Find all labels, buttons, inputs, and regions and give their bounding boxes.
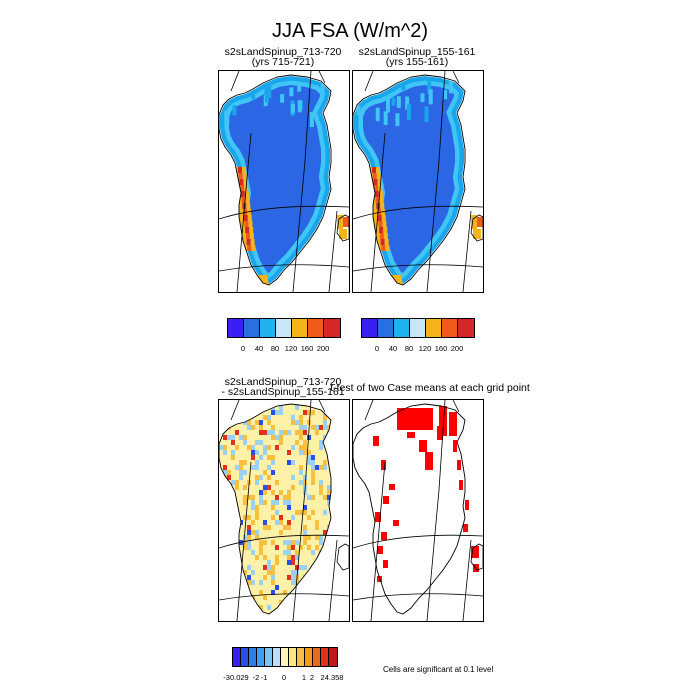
greenland-coastline	[219, 74, 332, 286]
colorbar-swatch	[292, 319, 308, 337]
panel-1-years: (yrs 715-721)	[251, 56, 315, 68]
colorbar-tick-label: 1	[301, 673, 307, 682]
colorbar-swatch	[241, 648, 249, 666]
map-panel-case1	[218, 70, 350, 293]
colorbar-tick-label: 80	[270, 344, 280, 353]
graticule	[353, 400, 483, 621]
colorbar-tick-label: 0	[240, 344, 246, 353]
panel-2-years: (yrs 155-161)	[385, 56, 449, 68]
colorbar-swatch	[362, 319, 378, 337]
colorbar-swatch	[233, 648, 241, 666]
panel-4-test: t-test of two Case means at each grid po…	[330, 382, 530, 394]
colorbar-swatch	[378, 319, 394, 337]
greenland-coastline	[219, 403, 332, 615]
figure-title: JJA FSA (W/m^2)	[271, 20, 429, 42]
colorbar-tick-label: -1	[260, 673, 268, 682]
colorbar-tick-label: 0	[374, 344, 380, 353]
colorbar-tick-label: 24.358	[320, 673, 344, 682]
map-canvas	[353, 71, 483, 292]
panel-2-case: s2sLandSpinup_155-161	[358, 46, 476, 58]
colorbar-tick-label: 200	[316, 344, 330, 353]
greenland-coastline	[353, 74, 466, 286]
colorbar-swatch	[442, 319, 458, 337]
colorbar-swatch	[313, 648, 321, 666]
iceland-coastline	[470, 543, 483, 571]
colorbar-tick-label: 120	[284, 344, 298, 353]
panel-3-minus: - s2sLandSpinup_155-161	[221, 386, 345, 398]
map-panel-ttest	[352, 399, 484, 622]
map-canvas	[353, 400, 483, 621]
colorbar-swatch	[257, 648, 265, 666]
graticule	[219, 400, 349, 621]
colorbar-swatch	[321, 648, 329, 666]
colorbar-swatch	[244, 319, 260, 337]
colorbar-swatch	[297, 648, 305, 666]
colorbar-tick-label: 160	[300, 344, 314, 353]
colorbar-tick-label: -2	[252, 673, 260, 682]
colorbar-swatch	[289, 648, 297, 666]
colorbar-difference-labels: -30.029 -2 -1 0 1 2 24.358	[223, 673, 343, 683]
panel-title-2: s2sLandSpinup_155-161 (yrs 155-161)	[352, 46, 482, 68]
significance-note: Cells are significant at 0.1 level	[383, 665, 494, 674]
colorbar-tick-label: -30.029	[223, 673, 249, 682]
colorbar-case1	[227, 318, 341, 338]
panel-1-case: s2sLandSpinup_713-720	[224, 46, 342, 58]
colorbar-tick-label: 200	[450, 344, 464, 353]
colorbar-case2	[361, 318, 475, 338]
colorbar-tick-label: 160	[434, 344, 448, 353]
colorbar-swatch	[276, 319, 292, 337]
map-canvas	[219, 71, 349, 292]
colorbar-swatch	[324, 319, 340, 337]
graticule	[219, 71, 349, 292]
map-panel-case2	[352, 70, 484, 293]
colorbar-tick-label: 40	[388, 344, 398, 353]
colorbar-swatch	[305, 648, 313, 666]
colorbar-swatch	[228, 319, 244, 337]
colorbar-swatch	[260, 319, 276, 337]
colorbar-tick-label: 80	[404, 344, 414, 353]
panel-title-3: s2sLandSpinup_713-720 - s2sLandSpinup_15…	[218, 376, 348, 398]
iceland-coastline	[336, 543, 349, 571]
colorbar-tick-label: 40	[254, 344, 264, 353]
colorbar-difference	[232, 647, 338, 667]
colorbar-case1-labels: 0 40 80 120 160 200	[227, 344, 339, 354]
colorbar-tick-label: 120	[418, 344, 432, 353]
colorbar-swatch	[426, 319, 442, 337]
panel-3-case: s2sLandSpinup_713-720	[224, 376, 342, 388]
colorbar-swatch	[281, 648, 289, 666]
panel-title-1: s2sLandSpinup_713-720 (yrs 715-721)	[218, 46, 348, 68]
map-panel-difference	[218, 399, 350, 622]
colorbar-tick-label: 2	[309, 673, 315, 682]
greenland-coastline	[353, 403, 466, 615]
colorbar-swatch	[410, 319, 426, 337]
graticule	[353, 71, 483, 292]
iceland-coastline	[336, 214, 349, 242]
colorbar-case2-labels: 0 40 80 120 160 200	[361, 344, 473, 354]
colorbar-swatch	[273, 648, 281, 666]
colorbar-swatch	[249, 648, 257, 666]
map-canvas	[219, 400, 349, 621]
colorbar-tick-label: 0	[281, 673, 287, 682]
iceland-coastline	[470, 214, 483, 242]
colorbar-swatch	[329, 648, 337, 666]
colorbar-swatch	[458, 319, 474, 337]
colorbar-swatch	[308, 319, 324, 337]
panel-title-4: t-test of two Case means at each grid po…	[310, 382, 550, 394]
colorbar-swatch	[265, 648, 273, 666]
colorbar-swatch	[394, 319, 410, 337]
